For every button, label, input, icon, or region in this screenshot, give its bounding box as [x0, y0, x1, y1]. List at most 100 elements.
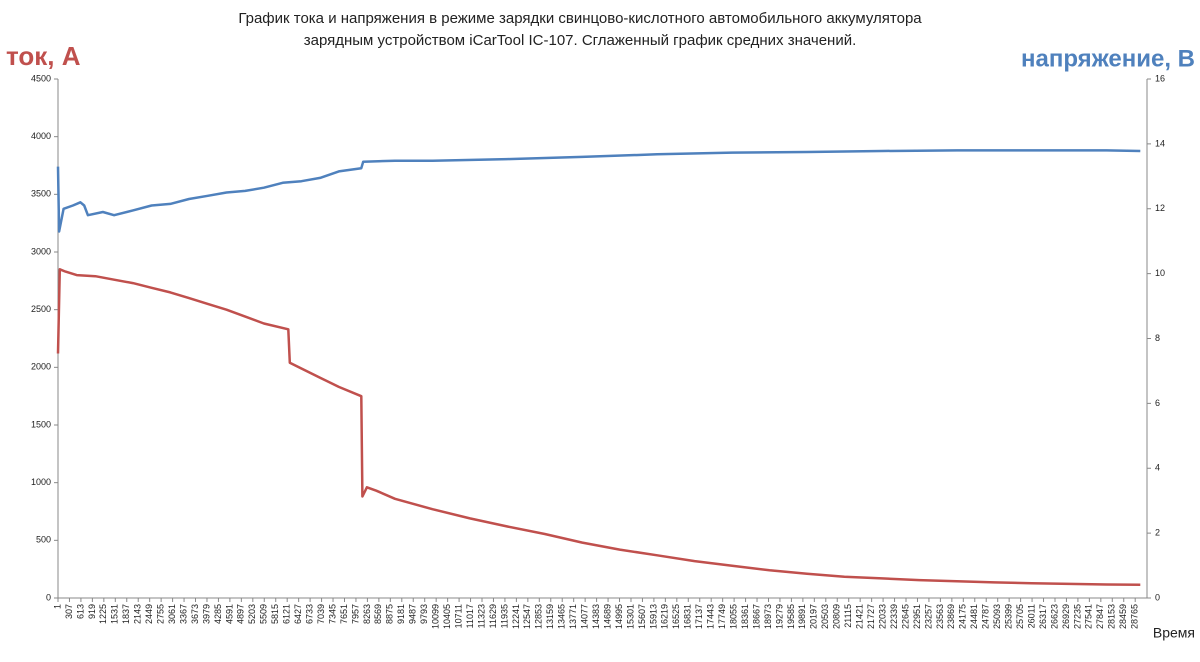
- x-tick-label: 22645: [900, 604, 910, 629]
- x-tick-label: 18667: [751, 604, 761, 629]
- x-tick-label: 26929: [1061, 604, 1071, 629]
- x-tick-label: 21115: [843, 604, 853, 628]
- x-tick-label: 11629: [488, 604, 498, 628]
- x-tick-label: 10711: [453, 604, 463, 628]
- y2-tick-label: 4: [1155, 463, 1160, 473]
- x-tick-label: 21727: [866, 604, 876, 629]
- series-line: [56, 268, 1141, 586]
- x-tick-label: 24481: [969, 604, 979, 629]
- y2-tick-label: 2: [1155, 528, 1160, 538]
- x-tick-label: 7957: [350, 604, 360, 624]
- x-tick-label: 17443: [706, 604, 716, 629]
- x-tick-label: 15301: [625, 604, 635, 629]
- x-tick-label: 15607: [637, 604, 647, 629]
- x-tick-label: 27847: [1095, 604, 1105, 629]
- x-tick-label: 12547: [522, 604, 532, 629]
- y2-tick-label: 0: [1155, 592, 1160, 602]
- x-tick-label: 27541: [1084, 604, 1094, 629]
- x-tick-label: 26011: [1026, 604, 1036, 628]
- x-tick-label: 6733: [304, 604, 314, 624]
- x-tick-label: 25705: [1015, 604, 1025, 629]
- x-tick-label: 2143: [133, 604, 143, 624]
- x-tick-label: 10099: [431, 604, 441, 629]
- chart-title: зарядным устройством iCarTool IC-107. Сг…: [304, 32, 857, 49]
- x-tick-label: 15913: [648, 604, 658, 629]
- x-tick-label: 10405: [442, 604, 452, 629]
- x-tick-label: 22339: [889, 604, 899, 629]
- x-tick-label: 25093: [992, 604, 1002, 629]
- x-tick-label: 9793: [419, 604, 429, 624]
- x-tick-label: 7039: [316, 604, 326, 624]
- x-tick-label: 16525: [671, 604, 681, 629]
- x-tick-label: 18973: [763, 604, 773, 629]
- x-tick-label: 11323: [476, 604, 486, 628]
- x-tick-label: 11935: [499, 604, 509, 628]
- x-tick-label: 13465: [557, 604, 567, 629]
- x-tick-label: 6121: [282, 604, 292, 624]
- y-tick-label: 2000: [31, 362, 51, 372]
- x-axis-label: Время: [1153, 625, 1195, 641]
- x-tick-label: 24175: [958, 604, 968, 629]
- x-tick-label: 5815: [270, 604, 280, 624]
- x-tick-label: 12241: [511, 604, 521, 629]
- y2-tick-label: 14: [1155, 138, 1165, 148]
- x-tick-label: 1225: [98, 604, 108, 624]
- x-tick-label: 26317: [1038, 604, 1048, 629]
- x-tick-label: 18055: [728, 604, 738, 629]
- x-tick-label: 6427: [293, 604, 303, 624]
- y2-tick-label: 10: [1155, 268, 1165, 278]
- x-tick-label: 919: [87, 604, 97, 619]
- x-tick-label: 23563: [935, 604, 945, 629]
- x-tick-label: 12853: [534, 604, 544, 629]
- x-tick-label: 22951: [912, 604, 922, 629]
- x-tick-label: 20809: [832, 604, 842, 629]
- x-tick-label: 11017: [465, 604, 475, 628]
- x-tick-label: 4285: [213, 604, 223, 624]
- x-tick-label: 24787: [981, 604, 991, 629]
- x-tick-label: 613: [75, 604, 85, 619]
- x-tick-label: 22033: [877, 604, 887, 629]
- y2-tick-label: 8: [1155, 333, 1160, 343]
- x-tick-label: 2449: [144, 604, 154, 624]
- y-tick-label: 0: [46, 592, 51, 602]
- x-tick-label: 18361: [740, 604, 750, 629]
- x-tick-label: 19585: [786, 604, 796, 629]
- x-tick-label: 8569: [373, 604, 383, 624]
- x-tick-label: 3979: [201, 604, 211, 624]
- x-tick-label: 21421: [855, 604, 865, 629]
- y-tick-label: 4000: [31, 131, 51, 141]
- x-tick-label: 28459: [1118, 604, 1128, 629]
- x-tick-label: 14689: [602, 604, 612, 629]
- x-tick-label: 23257: [923, 604, 933, 629]
- series-line: [56, 149, 1141, 233]
- x-tick-label: 20197: [809, 604, 819, 629]
- y-tick-label: 3500: [31, 189, 51, 199]
- x-tick-label: 7345: [327, 604, 337, 624]
- y-tick-label: 500: [36, 535, 51, 545]
- x-tick-label: 1837: [121, 604, 131, 624]
- x-tick-label: 3367: [178, 604, 188, 624]
- x-tick-label: 4591: [224, 604, 234, 624]
- x-tick-label: 3061: [167, 604, 177, 624]
- x-tick-label: 19891: [797, 604, 807, 629]
- x-tick-label: 4897: [236, 604, 246, 624]
- x-tick-label: 7651: [339, 604, 349, 624]
- y-tick-label: 3000: [31, 246, 51, 256]
- y-tick-label: 2500: [31, 304, 51, 314]
- x-tick-label: 23869: [946, 604, 956, 629]
- x-tick-label: 28153: [1107, 604, 1117, 629]
- x-tick-label: 5203: [247, 604, 257, 624]
- x-tick-label: 28765: [1130, 604, 1140, 629]
- y-tick-label: 1500: [31, 419, 51, 429]
- x-tick-label: 19279: [774, 604, 784, 629]
- x-tick-label: 25399: [1004, 604, 1014, 629]
- x-tick-label: 1531: [110, 604, 120, 624]
- x-tick-label: 1: [52, 604, 62, 609]
- x-tick-label: 16831: [683, 604, 693, 629]
- x-tick-label: 307: [64, 604, 74, 619]
- x-tick-label: 13159: [545, 604, 555, 629]
- x-tick-label: 17137: [694, 604, 704, 629]
- y-axis-label: ток, А: [6, 41, 81, 71]
- x-tick-label: 8875: [385, 604, 395, 624]
